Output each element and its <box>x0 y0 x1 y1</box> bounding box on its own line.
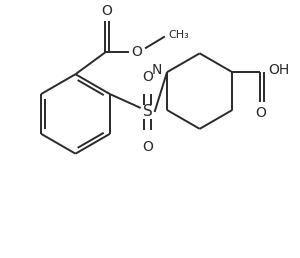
Text: N: N <box>152 63 162 77</box>
Text: CH₃: CH₃ <box>168 30 189 41</box>
Text: O: O <box>101 4 112 18</box>
Text: O: O <box>142 140 153 154</box>
Text: O: O <box>142 70 153 84</box>
Text: OH: OH <box>268 63 290 77</box>
Text: O: O <box>256 106 267 120</box>
Text: S: S <box>143 104 152 119</box>
Text: O: O <box>132 45 142 59</box>
